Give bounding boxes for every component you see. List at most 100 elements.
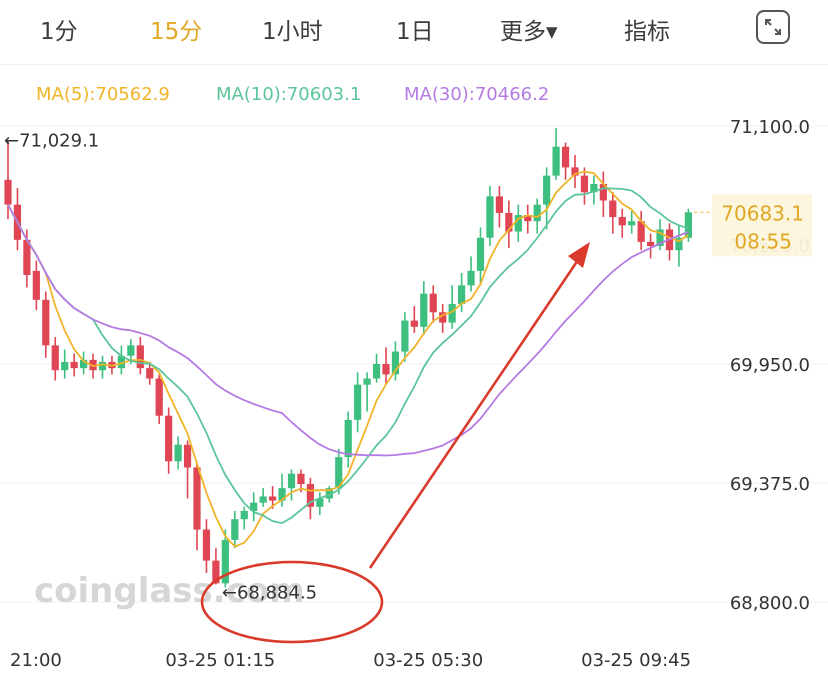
x-tick-label: 03-25 05:30 — [373, 650, 483, 671]
y-tick-label: 69,375.0 — [730, 474, 810, 495]
tab-1h[interactable]: 1小时 — [262, 19, 323, 45]
candle-body — [363, 378, 371, 385]
ma10-label: MA(10):70603.1 — [216, 84, 362, 105]
candle-body — [401, 320, 409, 352]
tab-15m[interactable]: 15分 — [150, 19, 203, 45]
countdown-label: 08:55 — [734, 229, 792, 253]
candle-body — [42, 299, 50, 346]
candle-body — [4, 179, 12, 205]
y-tick-label: 71,100.0 — [730, 117, 810, 138]
candle-body — [647, 241, 655, 247]
annotation-ellipse — [200, 560, 384, 644]
candle-body — [70, 361, 78, 369]
candle-body — [98, 361, 107, 371]
candle-body — [183, 444, 192, 468]
candle-body — [476, 237, 485, 271]
low-label: ←68,884.5 — [222, 583, 317, 604]
annotation-arrowhead — [568, 242, 590, 268]
candle-body — [287, 473, 296, 489]
candle-body — [306, 484, 314, 507]
candle-body — [117, 355, 125, 369]
candle-body — [458, 285, 466, 304]
candle-body — [193, 467, 201, 530]
fullscreen-icon[interactable] — [756, 10, 790, 44]
candle-body — [344, 419, 352, 458]
ma30-label: MA(30):70466.2 — [404, 84, 550, 105]
candle-body — [165, 415, 173, 462]
candle-body — [599, 183, 607, 201]
candle-body — [628, 221, 636, 226]
candle-body — [221, 539, 229, 584]
high-label: ←71,029.1 — [4, 131, 99, 152]
candles — [4, 128, 692, 588]
ma30-line — [7, 204, 689, 457]
watermark: coinglass.com — [34, 571, 305, 611]
candle-body — [514, 214, 522, 232]
candle-body — [590, 183, 598, 193]
candle-body — [146, 368, 154, 379]
candle-body — [429, 293, 437, 313]
price-tag — [712, 194, 812, 257]
candle-body — [174, 444, 182, 462]
candle-body — [543, 175, 551, 205]
ma10-line — [7, 187, 689, 525]
price-label: 70683.1 — [721, 201, 804, 225]
candle-body — [250, 502, 258, 511]
y-tick-label: 69,950.0 — [730, 355, 810, 376]
x-tick-label: 03-25 09:45 — [581, 650, 691, 671]
annotations: ←71,029.1 ←68,884.5 70683.1 08:55 — [4, 131, 812, 644]
candle-body — [410, 320, 418, 327]
candle-body — [391, 351, 400, 375]
candle-body — [637, 221, 645, 242]
tab-1m[interactable]: 1分 — [40, 19, 78, 45]
candle-body — [136, 345, 144, 369]
candle-body — [80, 359, 88, 369]
ma-lines — [7, 170, 689, 548]
candle-body — [420, 293, 428, 327]
candle-body — [23, 239, 31, 276]
candle-body — [618, 217, 626, 226]
interval-tabs: 1分 15分 1小时 1日 更多▾ 指标 — [0, 0, 828, 56]
candle-body — [32, 270, 40, 300]
candle-body — [297, 473, 305, 485]
candle-body — [684, 212, 692, 238]
tab-divider — [0, 64, 828, 65]
ma5-line — [7, 170, 689, 548]
candle-body — [382, 364, 390, 375]
candle-body — [552, 146, 560, 176]
candle-body — [580, 175, 589, 193]
candle-body — [61, 361, 69, 371]
candlestick-chart: 71,100.069,950.069,375.068,800.070,525.0… — [0, 117, 828, 671]
candle-body — [439, 312, 447, 323]
candle-body — [89, 359, 97, 371]
candle-body — [486, 196, 494, 238]
candle-body — [231, 519, 239, 540]
candle-body — [372, 364, 381, 379]
candle-body — [259, 496, 267, 503]
candle-body — [561, 146, 570, 168]
candle-body — [51, 345, 59, 371]
candle-body — [335, 457, 343, 489]
candle-body — [240, 510, 248, 520]
ma5-label: MA(5):70562.9 — [36, 84, 170, 105]
candle-body — [505, 212, 513, 232]
tab-indicators[interactable]: 指标 — [624, 19, 670, 45]
candle-body — [354, 384, 362, 420]
candle-body — [675, 237, 683, 251]
y-tick-label: 68,800.0 — [730, 593, 810, 614]
candle-body — [524, 214, 532, 222]
candle-body — [325, 488, 333, 499]
candle-body — [533, 204, 541, 222]
candle-body — [495, 196, 503, 213]
candle-body — [127, 345, 135, 356]
candle-body — [448, 303, 456, 323]
x-tick-label: 21:00 — [10, 650, 62, 671]
candle-body — [212, 560, 220, 584]
candle-body — [316, 498, 324, 507]
candle-body — [467, 270, 475, 286]
candle-body — [269, 496, 277, 501]
tab-1d[interactable]: 1日 — [396, 19, 434, 45]
tab-more[interactable]: 更多▾ — [500, 19, 558, 45]
x-tick-label: 03-25 01:15 — [165, 650, 275, 671]
candle-body — [278, 488, 286, 501]
